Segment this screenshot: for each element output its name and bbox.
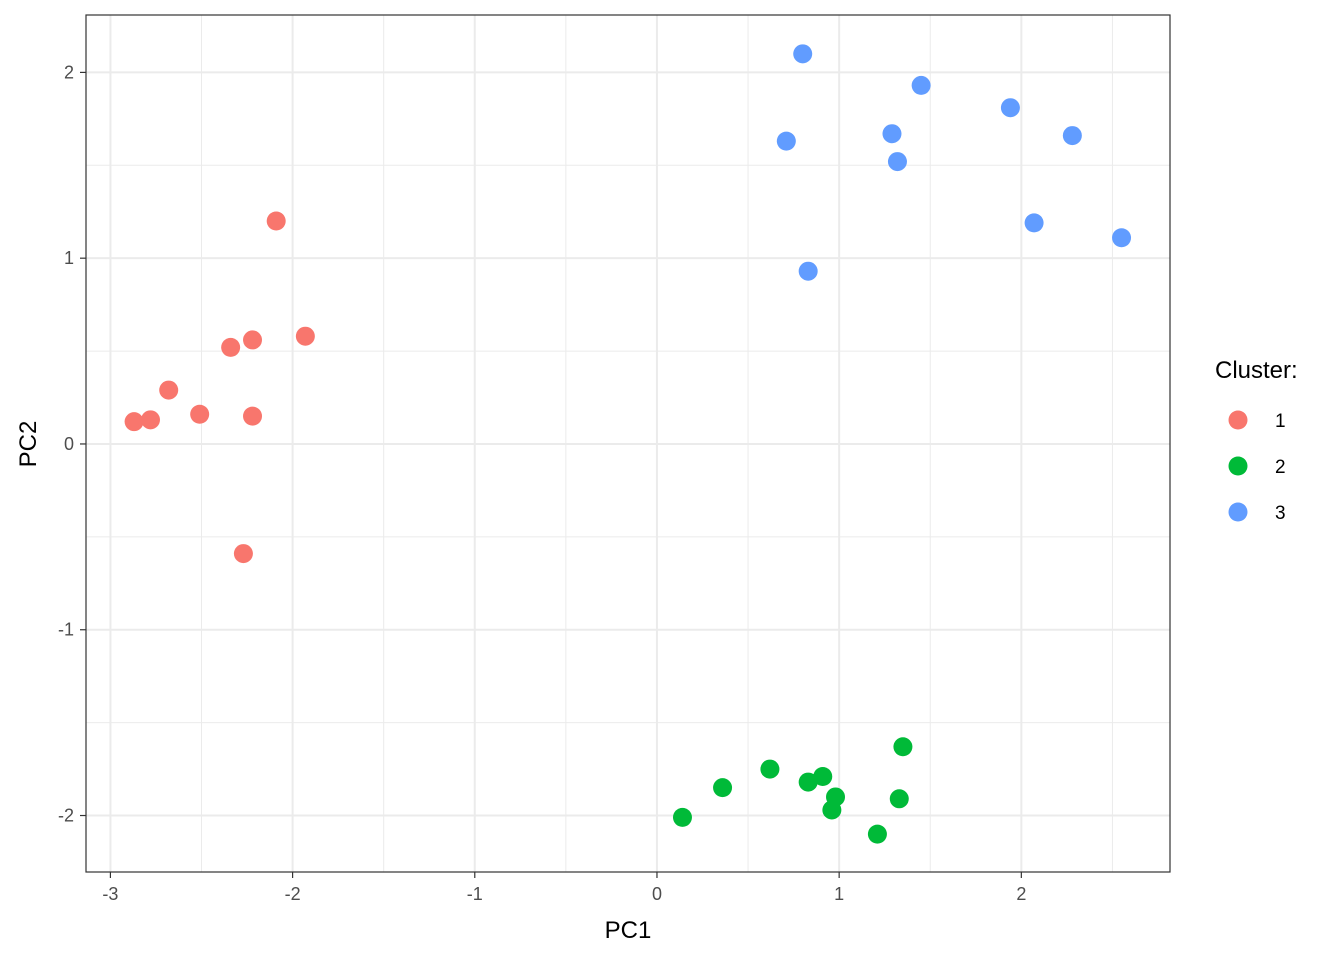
y-tick-label: 0 bbox=[64, 434, 74, 454]
point-cluster-3 bbox=[911, 75, 931, 95]
x-tick-label: -1 bbox=[467, 884, 483, 904]
point-cluster-2 bbox=[893, 737, 913, 757]
point-cluster-3 bbox=[776, 131, 796, 151]
point-cluster-1 bbox=[243, 406, 263, 426]
x-tick-label: -3 bbox=[102, 884, 118, 904]
point-cluster-2 bbox=[672, 807, 692, 827]
legend-key-2 bbox=[1228, 456, 1248, 476]
point-cluster-1 bbox=[243, 330, 263, 350]
point-cluster-1 bbox=[140, 410, 160, 430]
point-cluster-2 bbox=[889, 789, 909, 809]
legend-key-3 bbox=[1228, 502, 1248, 522]
point-cluster-1 bbox=[221, 337, 241, 357]
y-tick-label: -1 bbox=[58, 620, 74, 640]
x-tick-label: 1 bbox=[834, 884, 844, 904]
x-tick-label: -2 bbox=[285, 884, 301, 904]
point-cluster-3 bbox=[1112, 228, 1132, 248]
point-cluster-2 bbox=[867, 824, 887, 844]
y-tick-label: -2 bbox=[58, 806, 74, 826]
point-cluster-1 bbox=[295, 326, 315, 346]
legend-label-3: 3 bbox=[1275, 503, 1286, 524]
point-cluster-2 bbox=[798, 772, 818, 792]
y-axis-title: PC2 bbox=[15, 421, 42, 468]
x-axis-title: PC1 bbox=[605, 917, 652, 944]
legend-key-1 bbox=[1228, 410, 1248, 430]
point-cluster-2 bbox=[822, 800, 842, 820]
point-cluster-2 bbox=[713, 778, 733, 798]
y-tick-label: 1 bbox=[64, 248, 74, 268]
point-cluster-1 bbox=[159, 380, 179, 400]
axes: -3 -2 -1 0 1 2 -2 -1 0 1 2 bbox=[58, 62, 1026, 904]
point-cluster-3 bbox=[1062, 126, 1082, 146]
point-cluster-1 bbox=[124, 412, 144, 432]
point-cluster-2 bbox=[813, 767, 833, 787]
legend-title: Cluster: bbox=[1215, 357, 1298, 384]
point-cluster-3 bbox=[1024, 213, 1044, 233]
points bbox=[124, 44, 1132, 844]
legend-label-1: 1 bbox=[1275, 411, 1286, 432]
point-cluster-2 bbox=[760, 759, 780, 779]
point-cluster-1 bbox=[190, 404, 210, 424]
x-tick-label: 0 bbox=[652, 884, 662, 904]
point-cluster-1 bbox=[266, 211, 286, 231]
legend: Cluster: 1 2 3 bbox=[1215, 357, 1298, 524]
point-cluster-3 bbox=[887, 152, 907, 172]
point-cluster-3 bbox=[798, 261, 818, 281]
legend-label-2: 2 bbox=[1275, 457, 1286, 478]
point-cluster-3 bbox=[882, 124, 902, 144]
x-tick-label: 2 bbox=[1016, 884, 1026, 904]
point-cluster-3 bbox=[1000, 98, 1020, 118]
grid bbox=[86, 15, 1170, 872]
point-cluster-3 bbox=[793, 44, 813, 64]
y-tick-label: 2 bbox=[64, 62, 74, 82]
point-cluster-1 bbox=[233, 544, 253, 564]
